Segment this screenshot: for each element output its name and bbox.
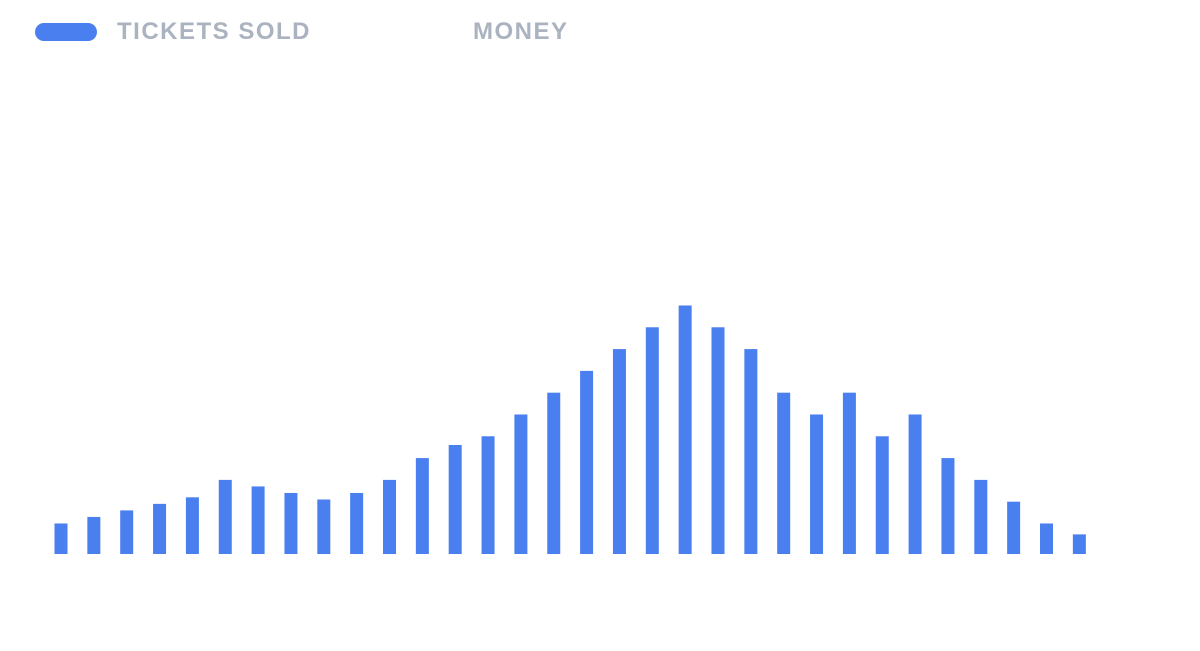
bar-1[interactable]: [54, 523, 68, 554]
bar-15[interactable]: [514, 414, 528, 554]
bar-13[interactable]: [448, 445, 462, 554]
active-tab-indicator: [35, 23, 97, 41]
bar-27[interactable]: [908, 414, 922, 554]
bar-14[interactable]: [481, 436, 495, 554]
bar-8[interactable]: [284, 492, 298, 554]
bar-7[interactable]: [251, 486, 265, 554]
bar-18[interactable]: [612, 349, 626, 554]
bar-24[interactable]: [810, 414, 824, 554]
bar-11[interactable]: [383, 479, 396, 554]
tab-money[interactable]: MONEY: [473, 20, 569, 44]
bar-32[interactable]: [1072, 534, 1086, 554]
tab-money-label: MONEY: [473, 18, 569, 45]
bar-4[interactable]: [153, 503, 167, 554]
bar-3[interactable]: [120, 510, 134, 554]
bar-16[interactable]: [547, 392, 561, 554]
bar-6[interactable]: [218, 479, 232, 554]
bar-20[interactable]: [678, 305, 692, 554]
tab-tickets-sold-label: TICKETS SOLD: [117, 18, 312, 45]
bar-17[interactable]: [580, 370, 594, 554]
tab-tickets-sold[interactable]: TICKETS SOLD: [35, 20, 473, 44]
bar-12[interactable]: [415, 458, 429, 554]
bar-5[interactable]: [185, 497, 199, 554]
bar-2[interactable]: [87, 516, 101, 554]
bar-28[interactable]: [941, 458, 955, 554]
bar-25[interactable]: [842, 392, 856, 554]
bar-23[interactable]: [777, 392, 791, 554]
bar-30[interactable]: [1007, 501, 1021, 554]
bar-22[interactable]: [744, 349, 758, 554]
chart-tabs: TICKETS SOLD MONEY: [35, 14, 569, 50]
bar-21[interactable]: [711, 327, 725, 554]
bar-26[interactable]: [875, 436, 889, 554]
bar-9[interactable]: [317, 499, 331, 555]
bar-19[interactable]: [645, 327, 659, 554]
bar-10[interactable]: [350, 492, 364, 554]
bar-29[interactable]: [974, 479, 988, 554]
bar-31[interactable]: [1040, 523, 1053, 554]
